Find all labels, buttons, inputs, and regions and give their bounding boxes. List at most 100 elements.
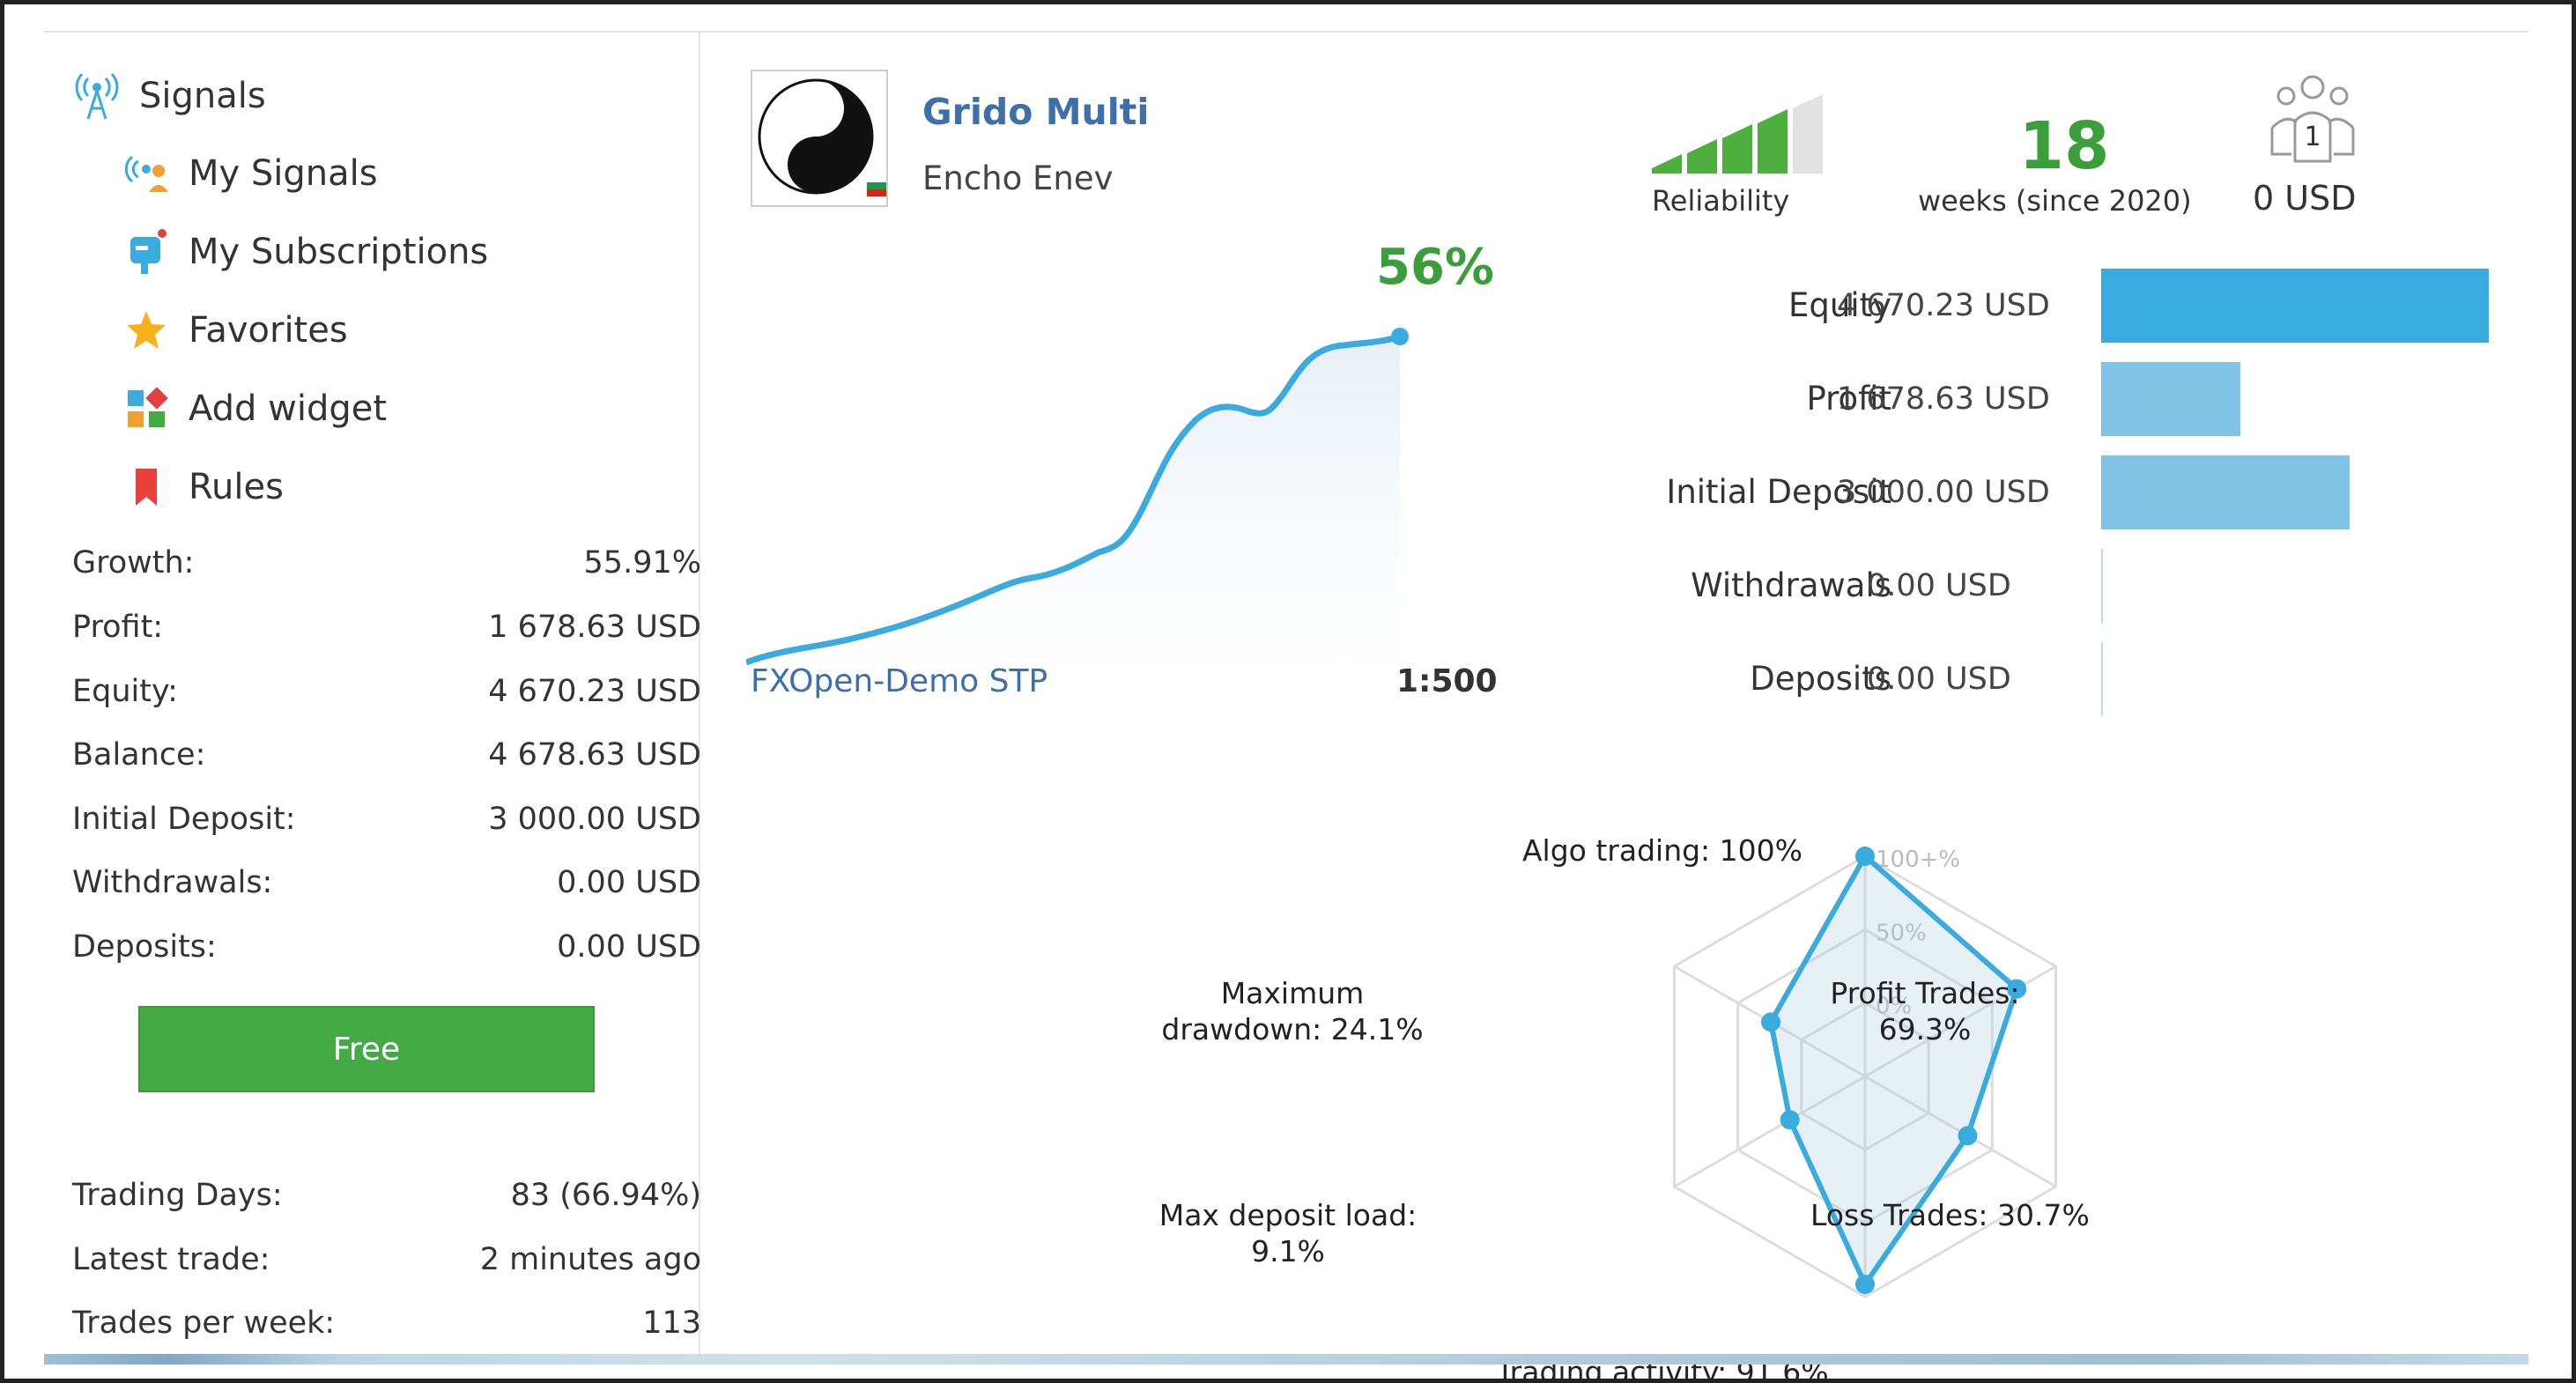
sidebar: Signals My Signals [44,33,701,1354]
stat-balance: Balance: 4 678.63 USD [72,737,701,773]
radar-ring-label: 100+% [1876,847,1960,873]
avatar[interactable] [751,70,900,207]
stat-label: Initial Deposit: [72,802,296,837]
reliability-label: Reliability [1652,184,1790,218]
bar-value-initial-deposit: 3 000.00 USD [1837,475,2050,510]
stat-value: 4 670.23 USD [488,674,701,709]
sidebar-item-label: Rules [189,467,284,507]
stat-value: 0.00 USD [557,865,701,900]
bar-value-profit: 1 678.63 USD [1837,381,2050,417]
weeks-label: weeks (since 2020) [1918,184,2192,218]
stat-equity: Equity: 4 670.23 USD [72,674,701,709]
radar-label-profit-trades: Profit Trades: 69.3% [1830,976,2020,1047]
sidebar-item-add-widget[interactable]: Add widget [122,382,387,435]
stat-deposits: Deposits: 0.00 USD [72,929,701,965]
sidebar-item-my-signals[interactable]: My Signals [122,147,378,200]
stat-label: Trading Days: [72,1178,283,1213]
stat-value: 2 minutes ago [479,1242,701,1277]
radar-label-max-drawdown: Maximum drawdown: 24.1% [1161,976,1424,1047]
growth-end-point [1391,328,1409,345]
bar-label-deposits: Deposits [1750,660,1891,698]
radar-value-point [1761,1012,1781,1032]
stat-initial-deposit: Initial Deposit: 3 000.00 USD [72,802,701,837]
sidebar-item-label: Favorites [189,310,348,351]
stat-label: Balance: [72,737,206,773]
my-signals-icon [122,149,171,198]
radar-value-point [1855,847,1875,866]
bookmark-icon [122,462,171,512]
leverage-value: 1:500 [1396,663,1498,699]
stat-trading-days: Trading Days: 83 (66.94%) [72,1178,701,1213]
sidebar-title-label: Signals [139,76,266,116]
stat-value: 83 (66.94%) [510,1178,701,1213]
stat-label: Equity: [72,674,178,709]
bar-fill-profit [2101,362,2241,436]
subscribers-count: 1 [2304,122,2321,152]
weeks-count: 18 [2018,108,2110,184]
radar-label-loss-trades: Loss Trades: 30.7% [1810,1198,2090,1232]
stat-label: Latest trade: [72,1242,270,1277]
radar-value-point [1780,1110,1800,1130]
radar-value-point [1958,1126,1978,1146]
bar-track-withdrawals [2101,549,2489,623]
sidebar-item-label: My Signals [189,153,378,194]
reliability-bar [1687,139,1717,174]
widget-icon [122,384,171,433]
radar-label-max-deposit-load: Max deposit load: 9.1% [1158,1198,1418,1269]
subscribers-usd: 0 USD [2253,179,2357,218]
sidebar-title-signals[interactable]: Signals [72,70,266,122]
subscriptions-icon [122,227,171,277]
author-name[interactable]: Encho Enev [922,159,1114,197]
sidebar-item-label: My Subscriptions [189,232,489,272]
stat-withdrawals: Withdrawals: 0.00 USD [72,865,701,900]
stat-value: 4 678.63 USD [488,737,701,773]
stat-label: Growth: [72,545,195,581]
flag-bulgaria-icon [867,175,900,196]
radar-ring-label: 0% [1876,994,1912,1020]
stat-profit: Profit: 1 678.63 USD [72,610,701,645]
sidebar-item-rules[interactable]: Rules [122,461,284,514]
stat-growth: Growth: 55.91% [72,545,701,581]
signal-name-link[interactable]: Grido Multi [922,91,1150,133]
reliability-bars [1652,94,1823,174]
radar-ring-label: 50% [1876,920,1927,946]
radar-chart: 100+% 50% 0% [1672,847,2058,1298]
bar-label-withdrawals: Withdrawals [1691,566,1891,604]
bar-label-profit: Profit [1806,380,1891,418]
signal-main-panel: Grido Multi Encho Enev Reliability 18 we… [702,33,2535,1383]
stat-label: Deposits: [72,929,217,965]
stat-label: Trades per week: [72,1305,336,1341]
stat-label: Profit: [72,610,164,645]
free-subscribe-button[interactable]: Free [138,1006,595,1092]
yin-yang-icon [758,78,900,196]
sidebar-item-label: Add widget [189,388,388,429]
bar-value-equity: 4 670.23 USD [1837,288,2050,323]
bar-track-initial-deposit [2101,455,2489,529]
bar-fill-equity [2101,269,2489,343]
radar-value-point [1855,1275,1875,1294]
bar-value-deposits: 0.00 USD [1867,662,2011,697]
bar-track-equity [2101,269,2489,343]
sidebar-item-my-subscriptions[interactable]: My Subscriptions [122,226,488,278]
radar-value-point [2007,979,2027,999]
growth-chart [746,328,1409,676]
reliability-bar [1722,124,1752,174]
reliability-bar [1758,109,1788,174]
bar-label-initial-deposit: Initial Deposit [1666,473,1891,511]
stat-value: 113 [642,1305,701,1341]
bar-track-deposits [2101,642,2489,716]
bar-track-profit [2101,362,2489,436]
broker-link[interactable]: FXOpen-Demo STP [751,663,1048,699]
growth-percent-label: 56% [1376,239,1495,296]
radar-axis-line [1673,1075,1866,1188]
horizontal-scrollbar[interactable] [44,1354,2528,1365]
bar-label-equity: Equity [1788,286,1891,324]
stat-label: Withdrawals: [72,865,273,900]
antenna-icon [72,71,122,121]
top-divider [44,31,2528,33]
stat-value: 0.00 USD [557,929,701,965]
sidebar-item-favorites[interactable]: Favorites [122,304,348,357]
growth-area [746,337,1400,676]
subscribers-icon: 1 [2270,75,2355,163]
